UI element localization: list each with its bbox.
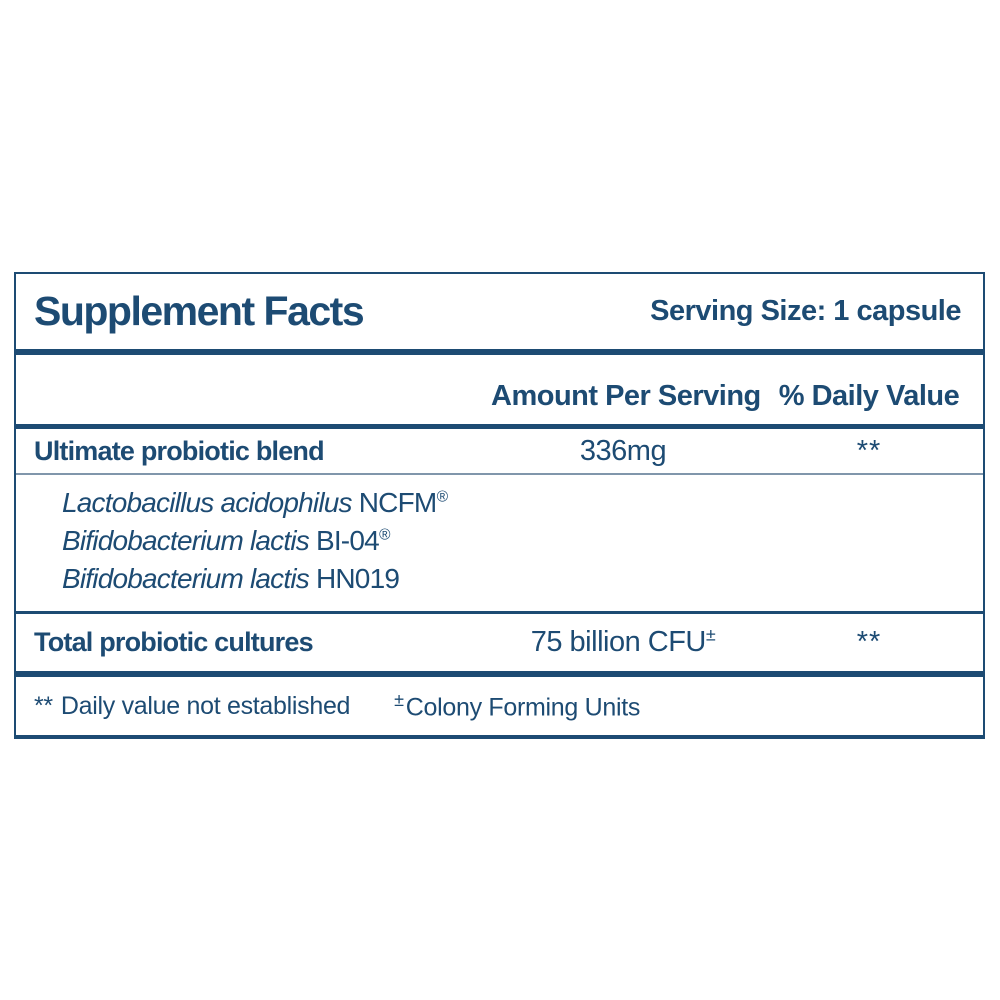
footnote-cfu: ±Colony Forming Units: [394, 690, 640, 722]
probiotic-strain-list: Lactobacillus acidophilus NCFM® Bifidobac…: [16, 475, 983, 614]
column-header-daily-value: % Daily Value: [778, 380, 960, 412]
supplement-facts-panel: Supplement Facts Serving Size: 1 capsule…: [14, 272, 985, 739]
strain-code: NCFM: [358, 487, 437, 518]
strain-list-item: Lactobacillus acidophilus NCFM®: [62, 484, 983, 522]
registered-mark: ®: [436, 488, 447, 506]
strain-code: BI-04: [315, 525, 380, 556]
footnote-text: Daily value not established: [60, 691, 351, 720]
registered-mark: ®: [378, 526, 390, 544]
nutrient-name: Ultimate probiotic blend: [34, 435, 325, 466]
column-header-row: Amount Per Serving % Daily Value: [16, 355, 983, 429]
footnote-daily-value: ** Daily value not established: [34, 692, 350, 721]
strain-species: Bifidobacterium lactis: [62, 525, 310, 556]
nutrient-row-total-cultures: Total probiotic cultures 75 billion CFU±…: [16, 614, 983, 677]
panel-title: Supplement Facts: [34, 288, 365, 334]
cfu-dagger-mark: ±: [705, 624, 716, 645]
double-asterisk-symbol: **: [34, 691, 53, 720]
title-row: Supplement Facts Serving Size: 1 capsule: [16, 274, 983, 355]
plus-minus-symbol: ±: [394, 689, 404, 710]
nutrient-amount: 336mg: [579, 434, 667, 467]
nutrient-daily-value: **: [856, 626, 882, 658]
nutrient-amount: 75 billion CFU±: [491, 624, 755, 659]
strain-list-item: Bifidobacterium lactis BI-04®: [62, 522, 983, 560]
nutrient-name: Total probiotic cultures: [34, 627, 314, 657]
nutrient-row-probiotic-blend: Ultimate probiotic blend 336mg **: [16, 429, 983, 475]
strain-species: Bifidobacterium lactis: [62, 563, 310, 594]
amount-value: 75 billion CFU: [530, 626, 707, 658]
footnote-text: Colony Forming Units: [405, 693, 641, 722]
column-header-amount: Amount Per Serving: [491, 380, 761, 412]
footnotes-row: ** Daily value not established ±Colony Fo…: [16, 677, 983, 735]
strain-list-item: Bifidobacterium lactis HN019: [62, 560, 983, 598]
nutrient-daily-value: **: [856, 434, 882, 467]
strain-code: HN019: [315, 563, 400, 594]
strain-species: Lactobacillus acidophilus: [62, 487, 353, 518]
serving-size: Serving Size: 1 capsule: [650, 295, 961, 327]
